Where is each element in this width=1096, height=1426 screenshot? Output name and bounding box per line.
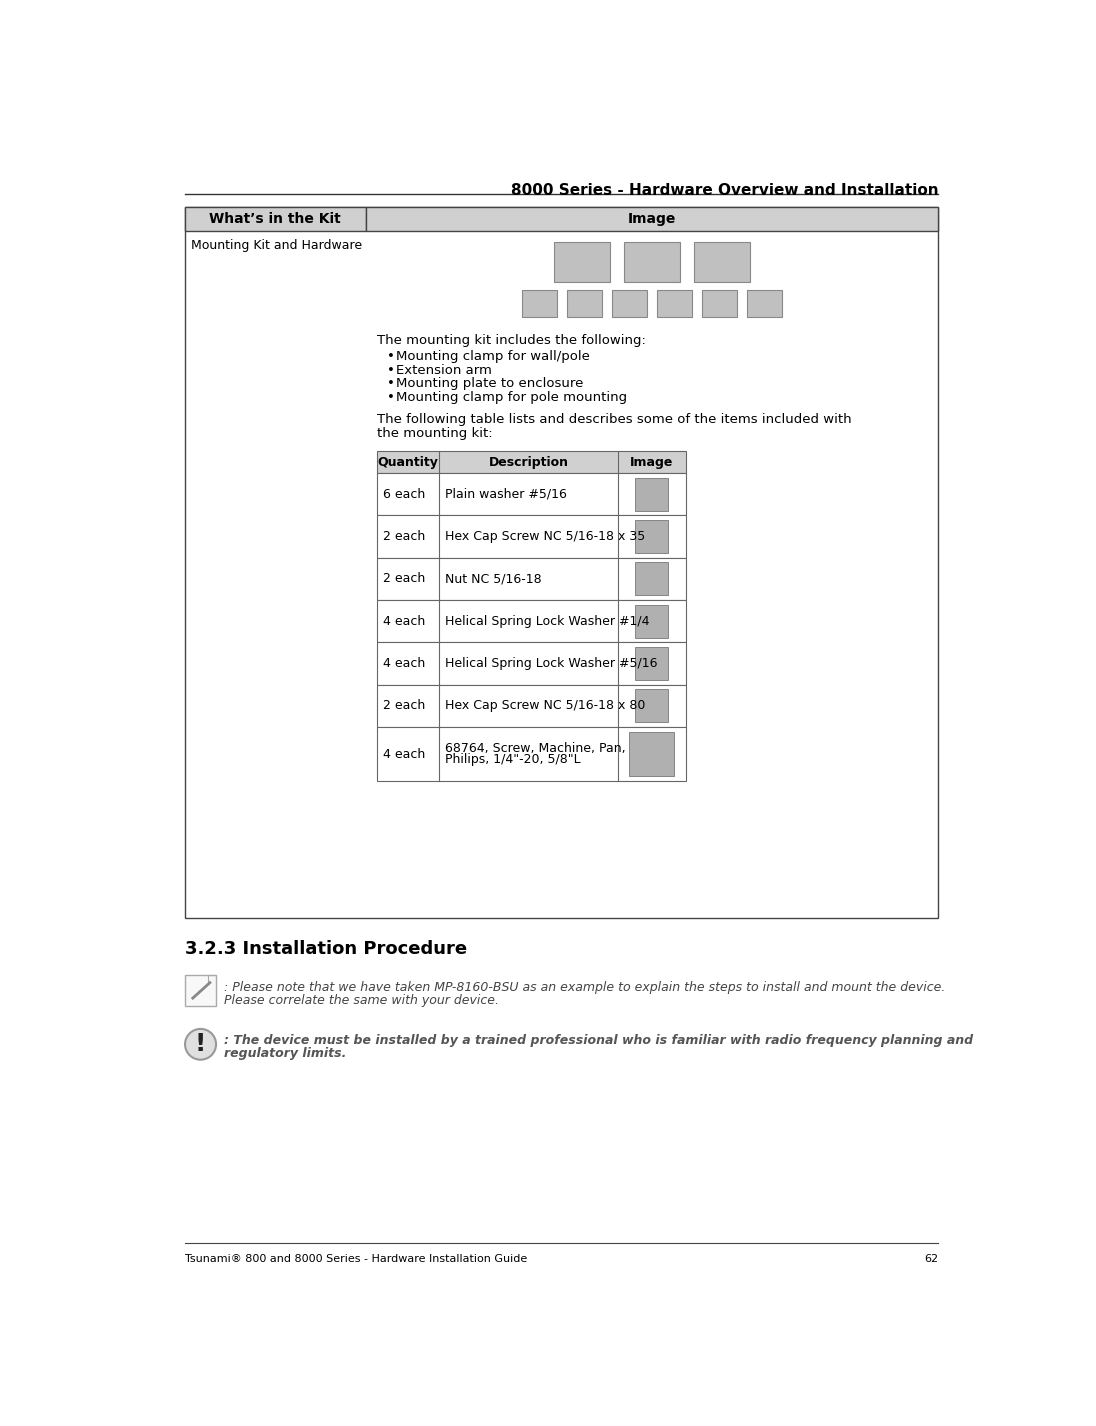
Text: 4 each: 4 each: [383, 747, 425, 760]
Bar: [377, 727, 686, 781]
Text: •: •: [387, 349, 395, 362]
Text: 62: 62: [924, 1253, 938, 1263]
Text: Mounting Kit and Hardware: Mounting Kit and Hardware: [191, 240, 363, 252]
Text: 6 each: 6 each: [383, 488, 425, 501]
Text: The mounting kit includes the following:: The mounting kit includes the following:: [377, 334, 647, 348]
Bar: [377, 558, 686, 600]
Text: Tsunami® 800 and 8000 Series - Hardware Installation Guide: Tsunami® 800 and 8000 Series - Hardware …: [185, 1253, 527, 1263]
Bar: [555, 242, 610, 282]
Text: Philips, 1/4"-20, 5/8"L: Philips, 1/4"-20, 5/8"L: [445, 753, 581, 766]
Text: Quantity: Quantity: [378, 456, 438, 469]
Text: Image: Image: [628, 212, 676, 225]
Text: 8000 Series - Hardware Overview and Installation: 8000 Series - Hardware Overview and Inst…: [511, 184, 938, 198]
Text: 68764, Screw, Machine, Pan,: 68764, Screw, Machine, Pan,: [445, 742, 626, 754]
Bar: [629, 732, 674, 776]
Text: 2 each: 2 each: [383, 699, 425, 713]
Text: the mounting kit:: the mounting kit:: [377, 426, 493, 439]
Bar: [377, 600, 686, 642]
Text: Plain washer #5/16: Plain washer #5/16: [445, 488, 568, 501]
Bar: [185, 207, 938, 918]
Text: regulatory limits.: regulatory limits.: [224, 1047, 346, 1060]
Bar: [567, 289, 603, 318]
Text: : The device must be installed by a trained professional who is familiar with ra: : The device must be installed by a trai…: [224, 1034, 973, 1047]
Text: 3.2.3 Installation Procedure: 3.2.3 Installation Procedure: [185, 940, 467, 958]
Text: What’s in the Kit: What’s in the Kit: [209, 212, 341, 225]
Bar: [522, 289, 558, 318]
Bar: [377, 473, 686, 515]
Circle shape: [185, 1030, 216, 1060]
Text: 4 each: 4 each: [383, 615, 425, 627]
Text: 2 each: 2 each: [383, 530, 425, 543]
Text: Mounting clamp for pole mounting: Mounting clamp for pole mounting: [396, 391, 627, 405]
Text: Helical Spring Lock Washer #1/4: Helical Spring Lock Washer #1/4: [445, 615, 650, 627]
Text: Hex Cap Screw NC 5/16-18 x 35: Hex Cap Screw NC 5/16-18 x 35: [445, 530, 646, 543]
Bar: [635, 520, 669, 553]
Bar: [612, 289, 648, 318]
Text: : Please note that we have taken MP-8160-BSU as an example to explain the steps : : Please note that we have taken MP-8160…: [224, 981, 945, 994]
Text: Image: Image: [630, 456, 673, 469]
Bar: [185, 207, 366, 231]
Text: Hex Cap Screw NC 5/16-18 x 80: Hex Cap Screw NC 5/16-18 x 80: [445, 699, 646, 713]
Bar: [377, 515, 686, 558]
Bar: [635, 605, 669, 637]
Text: Nut NC 5/16-18: Nut NC 5/16-18: [445, 572, 543, 585]
Text: !: !: [195, 1032, 206, 1057]
Bar: [635, 562, 669, 596]
Text: Mounting plate to enclosure: Mounting plate to enclosure: [396, 378, 583, 391]
Text: •: •: [387, 391, 395, 405]
Text: 2 each: 2 each: [383, 572, 425, 585]
Bar: [185, 975, 216, 1005]
Text: Mounting clamp for wall/pole: Mounting clamp for wall/pole: [396, 349, 590, 362]
Bar: [635, 478, 669, 511]
Text: 4 each: 4 each: [383, 657, 425, 670]
Bar: [377, 452, 686, 473]
Bar: [701, 289, 738, 318]
Bar: [746, 289, 783, 318]
Text: •: •: [387, 364, 395, 376]
Text: Extension arm: Extension arm: [396, 364, 492, 376]
Text: Description: Description: [489, 456, 569, 469]
Bar: [657, 289, 693, 318]
Text: The following table lists and describes some of the items included with: The following table lists and describes …: [377, 414, 852, 426]
Bar: [635, 647, 669, 680]
Text: •: •: [387, 378, 395, 391]
Bar: [624, 242, 680, 282]
Bar: [366, 207, 938, 231]
Bar: [377, 684, 686, 727]
Bar: [635, 689, 669, 723]
Bar: [377, 642, 686, 684]
Bar: [694, 242, 750, 282]
Text: Please correlate the same with your device.: Please correlate the same with your devi…: [224, 994, 499, 1007]
Text: Helical Spring Lock Washer #5/16: Helical Spring Lock Washer #5/16: [445, 657, 658, 670]
